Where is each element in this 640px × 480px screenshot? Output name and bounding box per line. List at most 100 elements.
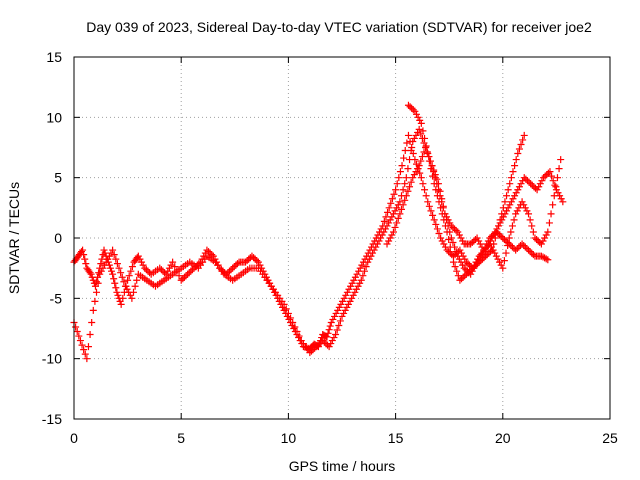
data-point bbox=[435, 229, 443, 237]
data-point bbox=[452, 226, 460, 234]
data-point bbox=[406, 156, 414, 164]
data-point bbox=[525, 178, 533, 186]
data-point bbox=[513, 207, 521, 215]
data-point bbox=[412, 131, 420, 139]
y-tick-label: 10 bbox=[46, 109, 62, 125]
data-point bbox=[75, 332, 83, 340]
data-point bbox=[167, 261, 175, 269]
data-point bbox=[86, 331, 94, 339]
data-point bbox=[518, 240, 526, 248]
data-point bbox=[467, 240, 475, 248]
data-point bbox=[501, 198, 509, 206]
data-point bbox=[309, 346, 317, 354]
data-point bbox=[399, 201, 407, 209]
data-point bbox=[511, 162, 519, 170]
data-point bbox=[512, 210, 520, 218]
data-point bbox=[101, 261, 109, 269]
y-tick-label: -5 bbox=[50, 290, 63, 306]
data-point bbox=[94, 279, 102, 287]
data-point bbox=[520, 174, 528, 182]
data-point bbox=[410, 171, 418, 179]
data-point bbox=[555, 165, 563, 173]
data-point bbox=[409, 137, 417, 145]
data-point bbox=[421, 134, 429, 142]
data-point bbox=[449, 223, 457, 231]
data-point bbox=[453, 267, 461, 275]
series-track-b bbox=[70, 125, 552, 363]
data-point bbox=[451, 243, 459, 251]
data-point bbox=[550, 192, 558, 200]
data-point bbox=[290, 325, 298, 332]
data-point bbox=[319, 337, 327, 345]
data-point bbox=[529, 251, 537, 259]
data-point bbox=[432, 220, 440, 228]
data-point bbox=[557, 195, 565, 203]
data-point bbox=[483, 251, 491, 259]
data-point bbox=[293, 328, 301, 336]
data-point bbox=[409, 106, 417, 114]
data-point bbox=[361, 267, 369, 275]
data-point bbox=[452, 248, 460, 256]
data-point bbox=[124, 276, 132, 284]
data-point bbox=[506, 180, 514, 188]
data-point bbox=[507, 228, 515, 236]
data-point bbox=[415, 125, 423, 133]
data-point bbox=[161, 269, 169, 277]
data-point bbox=[433, 225, 441, 233]
data-point bbox=[362, 263, 370, 271]
data-point bbox=[537, 240, 545, 248]
data-point bbox=[441, 210, 449, 218]
data-point bbox=[142, 266, 150, 274]
data-point bbox=[289, 318, 297, 326]
data-point bbox=[121, 282, 129, 290]
data-point bbox=[445, 248, 453, 256]
data-point bbox=[388, 231, 396, 239]
data-point bbox=[112, 255, 120, 263]
data-point bbox=[385, 204, 393, 212]
data-point bbox=[414, 128, 422, 136]
data-point bbox=[414, 165, 422, 173]
data-point bbox=[533, 186, 541, 194]
data-point bbox=[175, 272, 183, 280]
data-point bbox=[330, 312, 338, 320]
data-point bbox=[203, 246, 211, 254]
data-point bbox=[429, 211, 437, 219]
data-point bbox=[287, 314, 295, 322]
data-point bbox=[119, 294, 127, 302]
data-point bbox=[514, 150, 522, 158]
data-point bbox=[171, 263, 179, 271]
data-point bbox=[412, 168, 420, 176]
data-point bbox=[458, 275, 466, 283]
data-point bbox=[356, 264, 364, 272]
data-point bbox=[382, 213, 390, 221]
data-point bbox=[515, 243, 523, 251]
data-point bbox=[328, 337, 336, 345]
data-point bbox=[386, 234, 394, 242]
chart-title: Day 039 of 2023, Sidereal Day-to-day VTE… bbox=[86, 19, 592, 35]
data-point bbox=[413, 110, 421, 118]
data-point bbox=[476, 240, 484, 248]
data-point bbox=[404, 165, 412, 173]
data-point bbox=[349, 291, 357, 299]
data-point bbox=[180, 273, 188, 281]
data-point bbox=[279, 303, 287, 311]
data-point bbox=[117, 300, 125, 308]
data-point bbox=[500, 257, 508, 265]
data-point bbox=[518, 198, 526, 206]
data-point bbox=[82, 260, 90, 268]
data-point bbox=[422, 144, 430, 151]
data-point bbox=[399, 186, 407, 194]
data-point bbox=[522, 175, 530, 183]
data-point bbox=[84, 343, 92, 351]
data-point bbox=[87, 270, 95, 278]
data-point bbox=[504, 186, 512, 194]
data-point bbox=[106, 264, 114, 272]
data-point bbox=[107, 249, 115, 257]
data-point bbox=[342, 291, 350, 299]
data-point bbox=[329, 315, 337, 323]
x-tick-label: 0 bbox=[70, 430, 78, 446]
data-point bbox=[512, 156, 520, 164]
x-tick-label: 5 bbox=[177, 430, 185, 446]
data-point bbox=[451, 225, 459, 233]
